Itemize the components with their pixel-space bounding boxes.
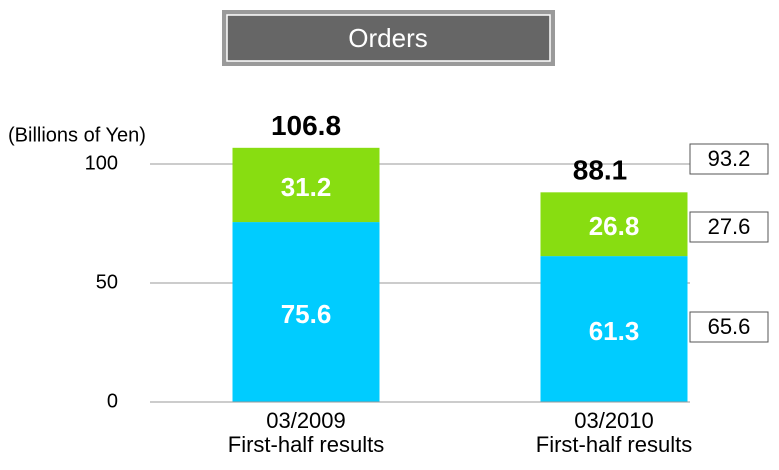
annotation-box bbox=[689, 143, 769, 175]
x-tick-label: First-half results bbox=[536, 432, 692, 457]
value-label: 31.2 bbox=[281, 172, 332, 202]
annotation-box bbox=[689, 311, 769, 343]
bar-segment bbox=[540, 192, 688, 257]
annotation-value: 27.6 bbox=[708, 214, 751, 239]
bar-segment bbox=[540, 256, 688, 402]
bar-segment bbox=[232, 222, 380, 402]
bar-segment bbox=[232, 147, 380, 223]
annotation-value: 93.2 bbox=[708, 146, 751, 171]
chart-title: Orders bbox=[348, 23, 427, 53]
x-tick-label: First-half results bbox=[228, 432, 384, 457]
y-axis-label: (Billions of Yen) bbox=[8, 124, 146, 146]
y-tick-label: 50 bbox=[96, 271, 118, 293]
total-label: 106.8 bbox=[271, 110, 341, 141]
value-label: 61.3 bbox=[589, 316, 640, 346]
annotation-box bbox=[689, 211, 769, 243]
annotation-value: 65.6 bbox=[708, 314, 751, 339]
value-label: 75.6 bbox=[281, 299, 332, 329]
x-tick-label: 03/2010 bbox=[574, 408, 654, 433]
title-box bbox=[226, 14, 551, 62]
x-tick-label: 03/2009 bbox=[266, 408, 346, 433]
y-tick-label: 100 bbox=[85, 152, 118, 174]
value-label: 26.8 bbox=[589, 211, 640, 241]
y-tick-label: 0 bbox=[107, 390, 118, 412]
total-label: 88.1 bbox=[573, 155, 628, 186]
